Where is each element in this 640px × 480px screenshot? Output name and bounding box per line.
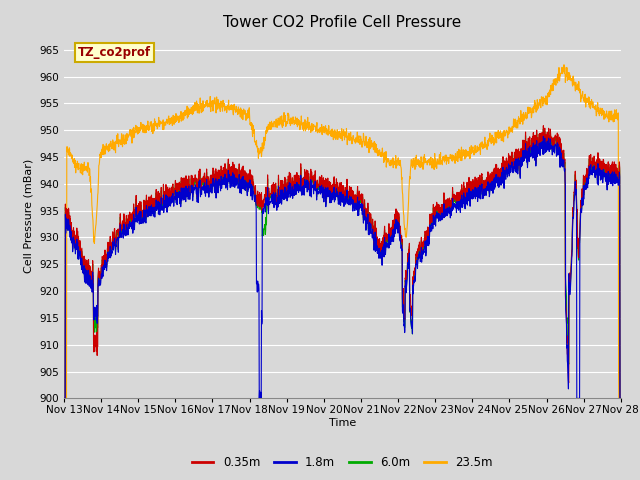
X-axis label: Time: Time	[329, 418, 356, 428]
Y-axis label: Cell Pressure (mBar): Cell Pressure (mBar)	[24, 159, 34, 273]
Title: Tower CO2 Profile Cell Pressure: Tower CO2 Profile Cell Pressure	[223, 15, 461, 30]
Text: TZ_co2prof: TZ_co2prof	[78, 47, 151, 60]
Legend: 0.35m, 1.8m, 6.0m, 23.5m: 0.35m, 1.8m, 6.0m, 23.5m	[188, 452, 497, 474]
